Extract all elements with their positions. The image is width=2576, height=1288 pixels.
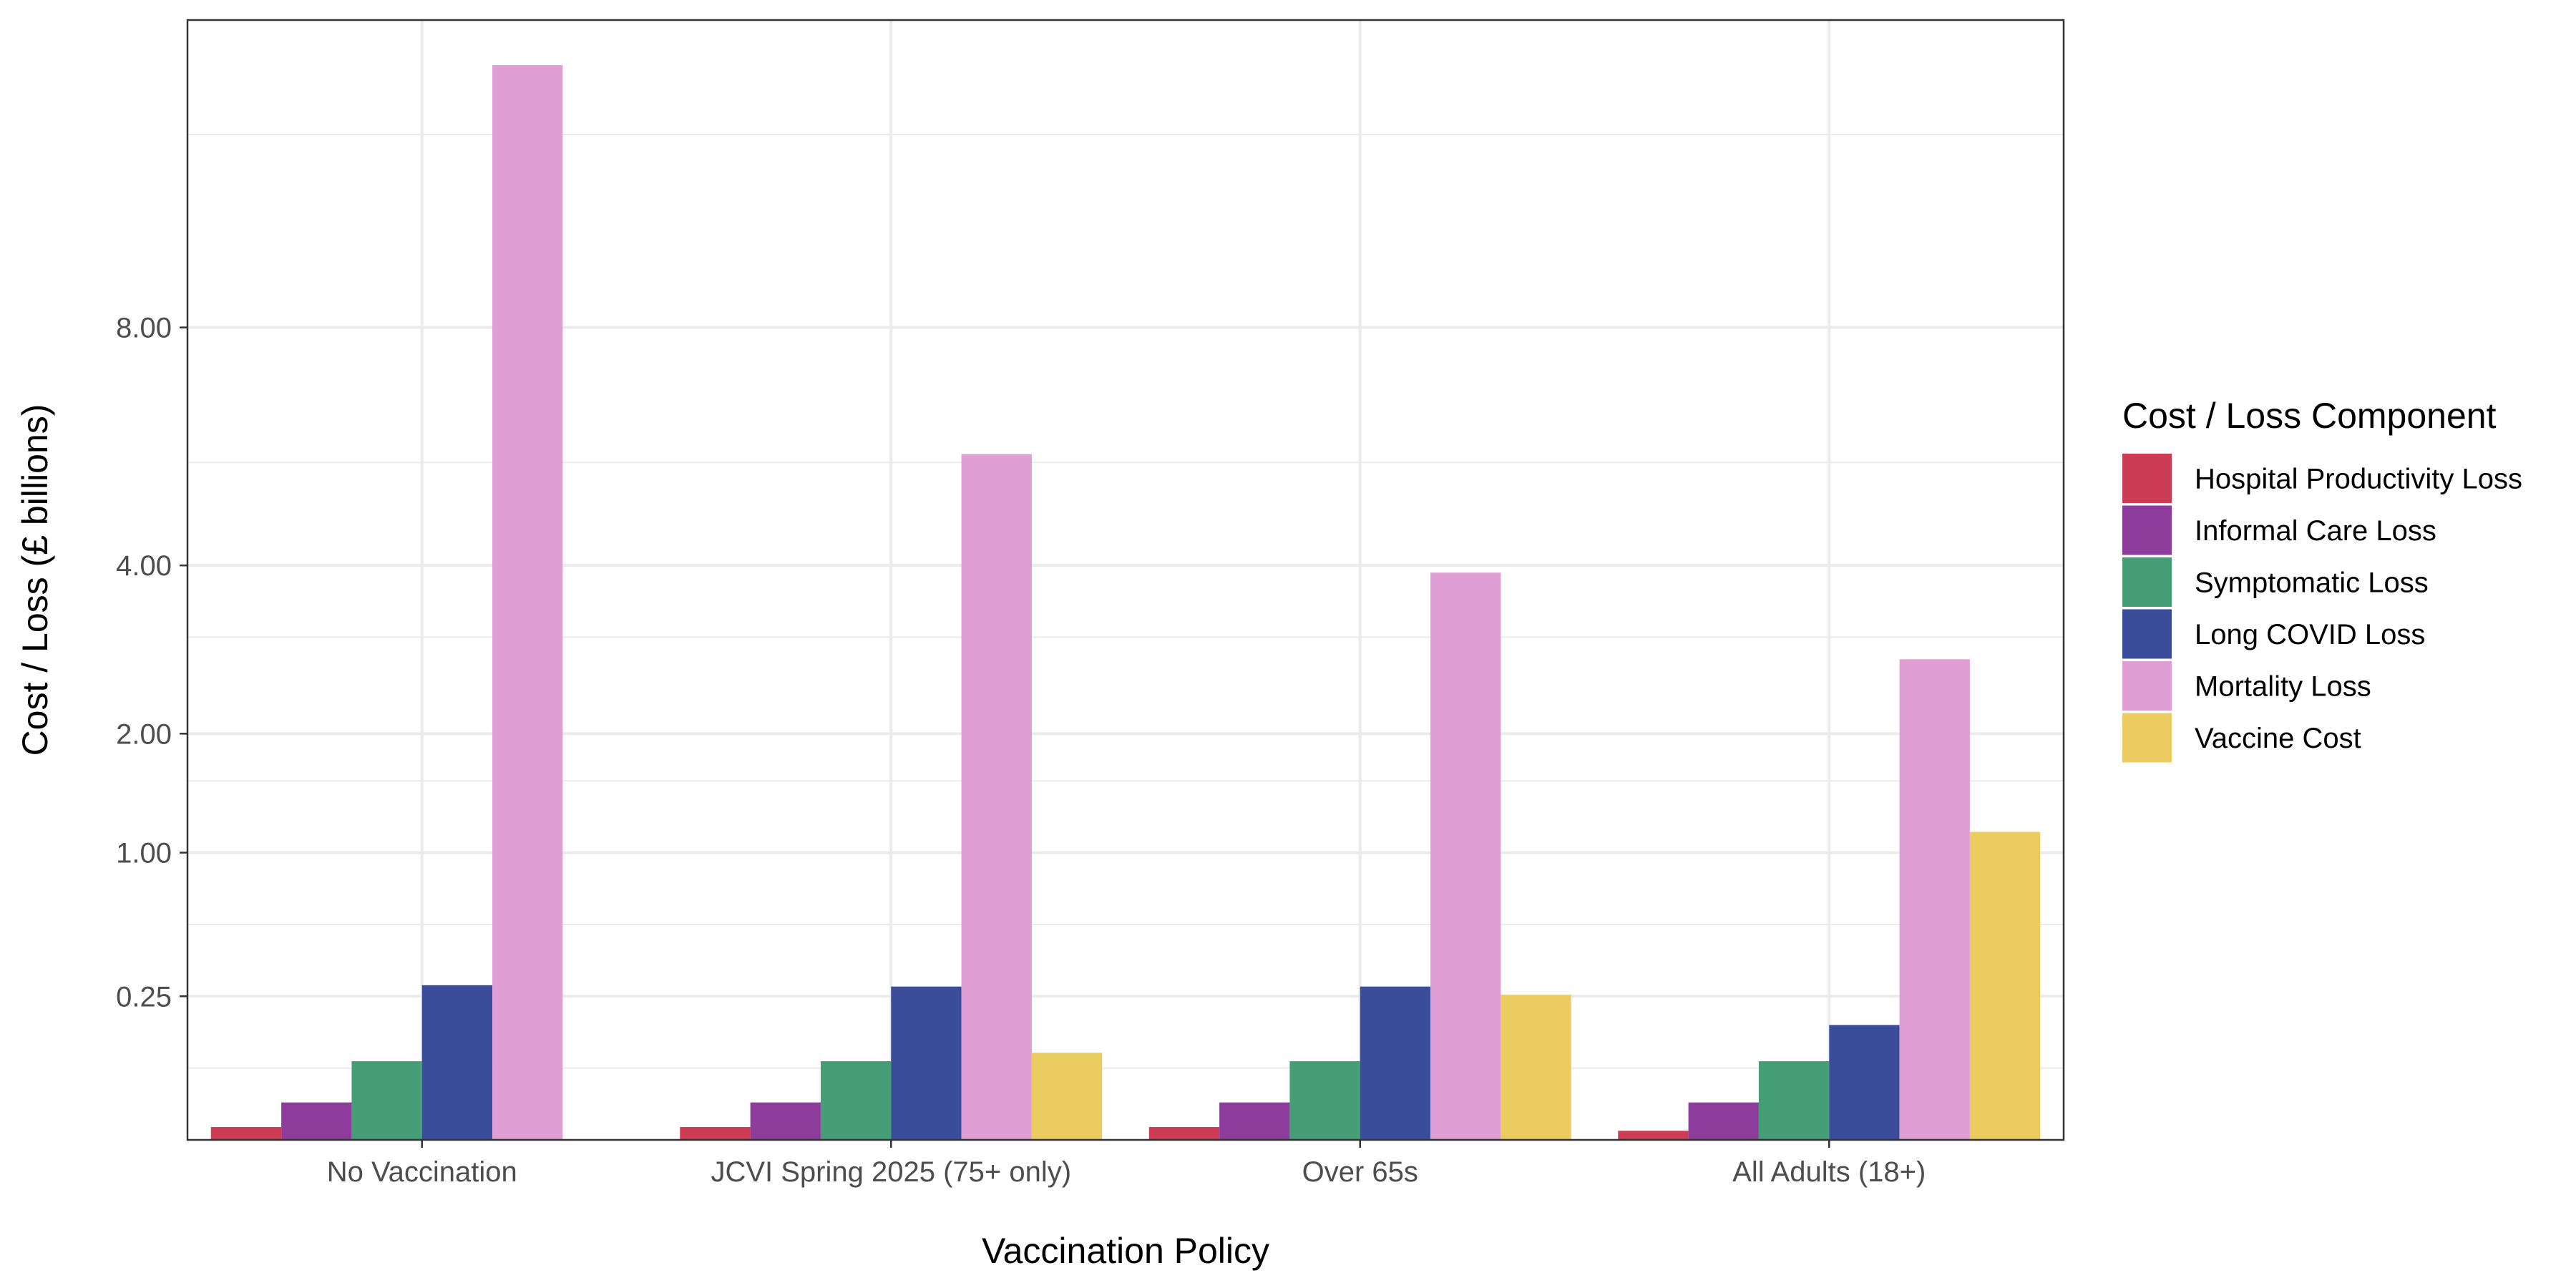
y-tick-label: 1.00 [116, 838, 172, 869]
legend-title: Cost / Loss Component [2122, 396, 2497, 436]
bar [1969, 831, 2041, 1140]
bar [1618, 1131, 1689, 1140]
bar [820, 1061, 892, 1140]
legend-swatch [2122, 713, 2172, 763]
legend-label: Informal Care Loss [2195, 515, 2436, 547]
legend-item: Vaccine Cost [2122, 713, 2361, 763]
bar [210, 1127, 282, 1140]
bar [1148, 1127, 1220, 1140]
x-tick-label: Over 65s [1302, 1156, 1418, 1188]
bar [1829, 1025, 1900, 1140]
bar [1430, 572, 1501, 1140]
x-axis: No Vaccination JCVI Spring 2025 (75+ only… [327, 1140, 1926, 1188]
bar [351, 1061, 422, 1140]
y-tick-label: 8.00 [116, 313, 172, 344]
bar [1289, 1061, 1360, 1140]
x-tick-label: All Adults (18+) [1732, 1156, 1926, 1188]
y-axis-title: Cost / Loss (£ billions) [15, 404, 55, 756]
y-axis: 0.25 1.00 2.00 4.00 8.00 [116, 313, 187, 1013]
legend-items: Hospital Productivity Loss Informal Care … [2122, 454, 2522, 763]
legend-swatch [2122, 661, 2172, 711]
plot-panel [186, 19, 2065, 1141]
legend-swatch [2122, 505, 2172, 555]
bar [891, 986, 962, 1140]
legend-item: Hospital Productivity Loss [2122, 454, 2522, 503]
panel-background [187, 20, 2064, 1140]
legend-swatch [2122, 609, 2172, 659]
bar [1688, 1102, 1759, 1140]
bar [1899, 659, 1970, 1140]
legend-label: Mortality Loss [2195, 671, 2371, 703]
bar [750, 1102, 821, 1140]
bar [680, 1127, 751, 1140]
legend-label: Symptomatic Loss [2195, 567, 2429, 599]
legend-label: Vaccine Cost [2195, 723, 2361, 754]
bar [1031, 1053, 1103, 1140]
legend-item: Symptomatic Loss [2122, 557, 2429, 607]
legend-label: Hospital Productivity Loss [2195, 464, 2522, 495]
bar [1501, 995, 1571, 1140]
bar [961, 454, 1032, 1140]
panel-border [186, 19, 2065, 1141]
y-tick-label: 0.25 [116, 981, 172, 1013]
x-tick-label: No Vaccination [327, 1156, 517, 1188]
legend: Cost / Loss Component Hospital Productiv… [2122, 396, 2522, 763]
legend-item: Mortality Loss [2122, 661, 2371, 711]
bar [421, 985, 493, 1140]
bar [1360, 986, 1431, 1140]
x-axis-title: Vaccination Policy [982, 1231, 1269, 1271]
bar [492, 65, 563, 1140]
y-tick-label: 4.00 [116, 550, 172, 582]
legend-item: Long COVID Loss [2122, 609, 2425, 659]
legend-swatch [2122, 454, 2172, 503]
legend-swatch [2122, 557, 2172, 607]
y-tick-label: 2.00 [116, 718, 172, 750]
bar [1758, 1061, 1830, 1140]
bars [210, 65, 2041, 1140]
x-tick-label: JCVI Spring 2025 (75+ only) [711, 1156, 1071, 1188]
bar [1219, 1102, 1290, 1140]
bar [281, 1102, 352, 1140]
legend-label: Long COVID Loss [2195, 619, 2425, 650]
legend-item: Informal Care Loss [2122, 505, 2436, 555]
